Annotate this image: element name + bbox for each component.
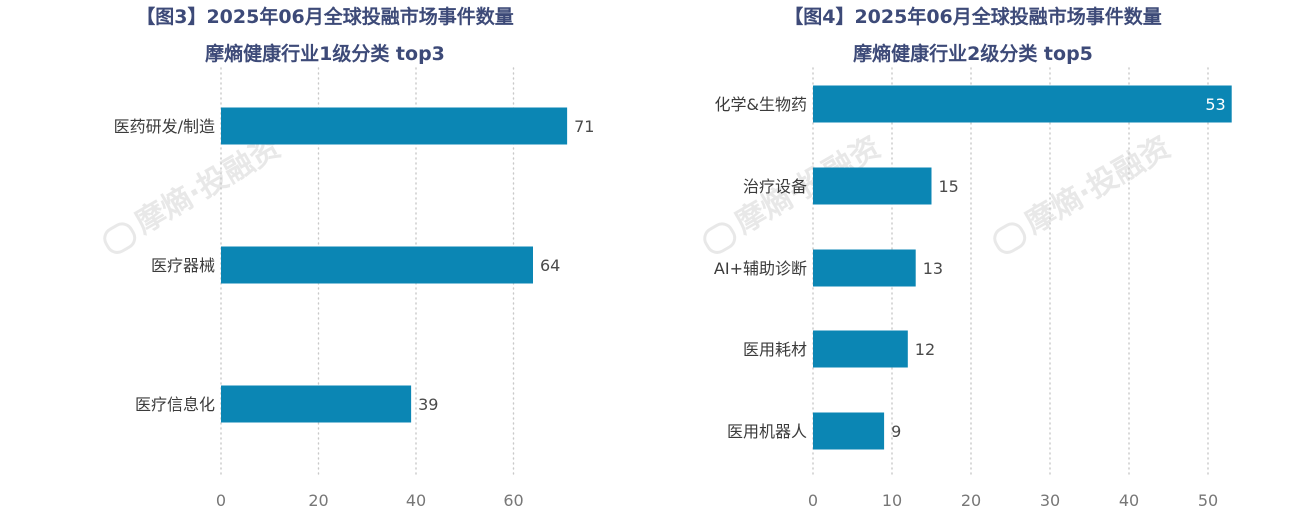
category-label: 治疗设备 <box>743 177 807 196</box>
x-tick-label: 20 <box>308 491 328 510</box>
bar <box>221 107 568 145</box>
data-label: 12 <box>915 340 935 359</box>
x-tick-label: 60 <box>503 491 523 510</box>
bar <box>813 412 885 450</box>
data-label: 71 <box>574 117 594 136</box>
category-label: AI+辅助诊断 <box>714 259 807 278</box>
category-label: 化学&生物药 <box>715 95 807 114</box>
category-label: 医药研发/制造 <box>114 117 215 136</box>
bar-chart-right: 0 10 20 30 40 50 化学&生物药 53 治疗设备 15 AI+辅助诊断 13 医用耗材 12… <box>714 67 1232 510</box>
bar <box>221 246 533 284</box>
data-label: 13 <box>923 259 943 278</box>
chart-title: 【图4】2025年06月全球投融市场事件数量 <box>784 6 1162 28</box>
category-label: 医用耗材 <box>743 340 807 359</box>
chart-panel-left: 【图3】2025年06月全球投融市场事件数量 摩熵健康行业1级分类 top3 摩… <box>98 6 594 510</box>
x-tick-label: 10 <box>882 491 902 510</box>
chart-subtitle: 摩熵健康行业2级分类 top5 <box>853 43 1093 65</box>
x-tick-label: 40 <box>1119 491 1139 510</box>
chart-title: 【图3】2025年06月全球投融市场事件数量 <box>136 6 514 28</box>
data-label: 9 <box>891 422 901 441</box>
bar-chart-left: 0 20 40 60 医药研发/制造 71 医疗器械 64 医疗信息化 39 <box>114 67 594 510</box>
category-label: 医用机器人 <box>727 422 807 441</box>
x-tick-label: 40 <box>406 491 426 510</box>
data-label: 53 <box>1205 95 1225 114</box>
category-label: 医疗器械 <box>151 256 215 275</box>
x-tick-label: 0 <box>808 491 818 510</box>
data-label: 64 <box>540 256 560 275</box>
chart-panel-right: 【图4】2025年06月全球投融市场事件数量 摩熵健康行业2级分类 top5 摩… <box>650 0 1296 527</box>
chart-subtitle: 摩熵健康行业1级分类 top3 <box>205 43 445 65</box>
x-tick-label: 50 <box>1198 491 1218 510</box>
category-label: 医疗信息化 <box>135 395 215 414</box>
bar <box>813 330 908 368</box>
data-label: 39 <box>418 395 438 414</box>
x-tick-label: 20 <box>961 491 981 510</box>
data-label: 15 <box>939 177 959 196</box>
bar <box>813 249 916 287</box>
bar <box>813 85 1232 123</box>
x-tick-label: 0 <box>216 491 226 510</box>
bar <box>813 167 932 205</box>
x-tick-label: 30 <box>1040 491 1060 510</box>
bar <box>221 385 412 423</box>
